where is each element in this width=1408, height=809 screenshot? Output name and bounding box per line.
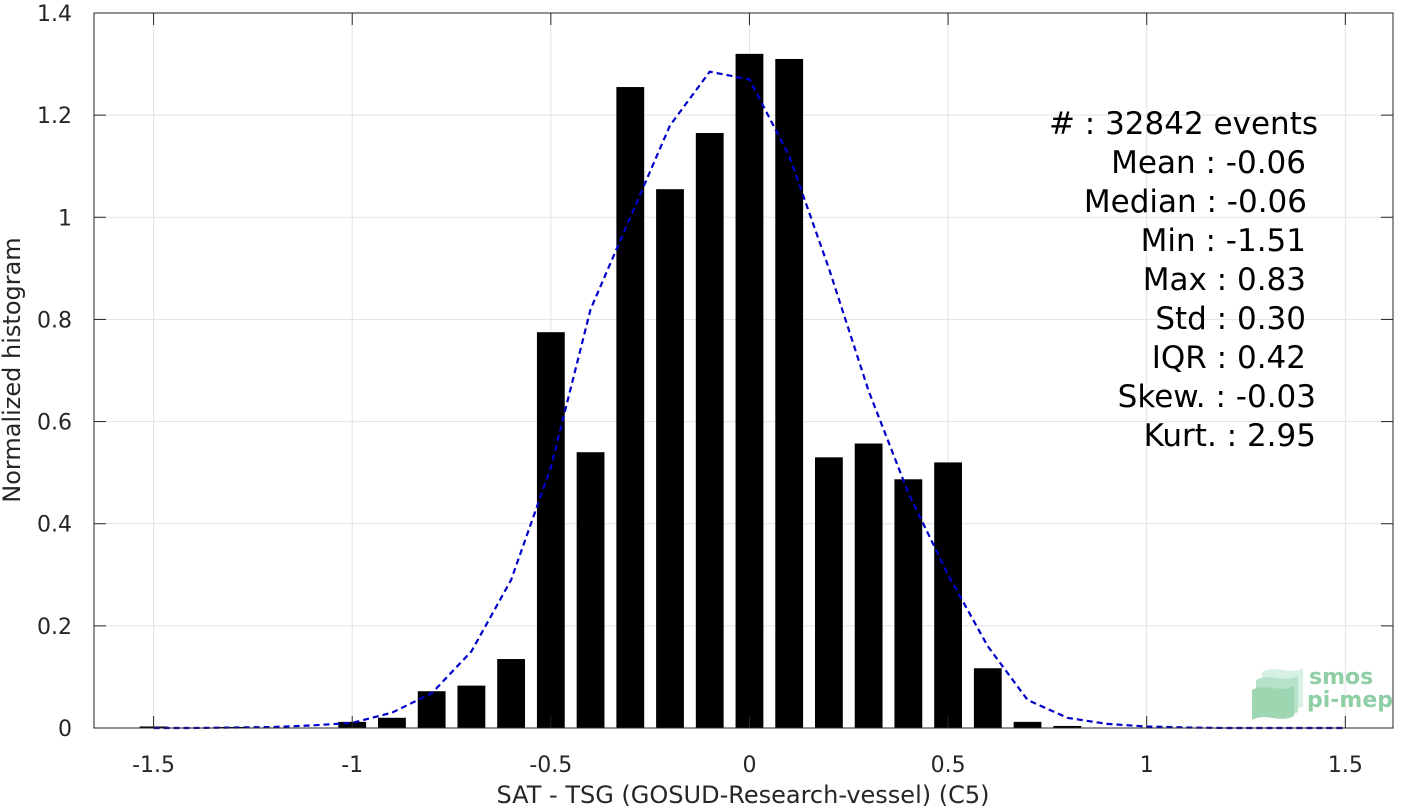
histogram-bar [576, 452, 605, 728]
histogram-bar [497, 659, 526, 728]
stat-line: Min : -1.51 [1141, 223, 1306, 259]
y-tick-label: 1.2 [37, 104, 72, 129]
histogram-bar [378, 717, 406, 728]
histogram-bar [536, 332, 565, 728]
logo-text-pi-mep: pi-mep [1307, 688, 1393, 713]
histogram-bar [616, 87, 645, 728]
x-axis-ticks: -1.5 -1 -0.5 0 0.5 1 1.5 [132, 13, 1363, 778]
y-tick-label: 0.8 [37, 308, 72, 333]
histogram-bar [695, 133, 724, 729]
y-tick-label: 1 [58, 206, 72, 231]
histogram-bar [854, 443, 883, 728]
histogram-bar [934, 462, 962, 728]
histogram-bars [139, 53, 1082, 729]
y-tick-label: 0 [58, 717, 72, 742]
histogram-bar [417, 691, 446, 728]
stat-line: Max : 0.83 [1143, 262, 1306, 298]
smos-pi-mep-logo: smos pi-mep [1252, 665, 1393, 720]
x-tick-label: -1.5 [132, 753, 175, 778]
y-tick-label: 0.2 [37, 615, 72, 640]
stat-line: Kurt. : 2.95 [1144, 418, 1316, 454]
histogram-bar [457, 685, 486, 728]
histogram-bar [973, 668, 1002, 728]
stat-line: IQR : 0.42 [1152, 340, 1306, 376]
stat-line: Skew. : -0.03 [1118, 379, 1316, 415]
stat-line: Median : -0.06 [1084, 184, 1307, 220]
x-tick-label: -0.5 [529, 753, 572, 778]
histogram-bar [1053, 725, 1082, 728]
histogram-bar [894, 479, 923, 728]
histogram-bar [656, 189, 684, 729]
y-tick-label: 0.4 [37, 513, 72, 538]
y-tick-label: 1.4 [37, 2, 72, 27]
histogram-bar [735, 53, 764, 729]
x-tick-label: 1 [1140, 753, 1154, 778]
stat-line: Mean : -0.06 [1111, 145, 1306, 181]
x-tick-label: -1 [341, 753, 363, 778]
axes-frame [93, 12, 1394, 729]
histogram-bar [815, 457, 843, 728]
plot-frame [93, 12, 1394, 729]
x-axis-label: SAT - TSG (GOSUD-Research-vessel) (C5) [497, 781, 990, 809]
y-axis-label: Normalized histogram [0, 237, 26, 502]
x-tick-label: 0.5 [931, 753, 966, 778]
wave-logo-icon [1252, 668, 1303, 720]
x-tick-label: 0 [742, 753, 756, 778]
logo-text-smos: smos [1309, 665, 1373, 690]
y-axis-ticks: 0 0.2 0.4 0.6 0.8 1 1.2 1.4 [37, 2, 1393, 742]
stat-line: # : 32842 events [1049, 106, 1318, 142]
histogram-bar [1013, 721, 1042, 728]
y-tick-label: 0.6 [37, 411, 72, 436]
stat-line: Std : 0.30 [1155, 301, 1306, 337]
histogram-bar [775, 58, 804, 728]
histogram-bar [219, 726, 247, 728]
x-tick-label: 1.5 [1328, 753, 1363, 778]
